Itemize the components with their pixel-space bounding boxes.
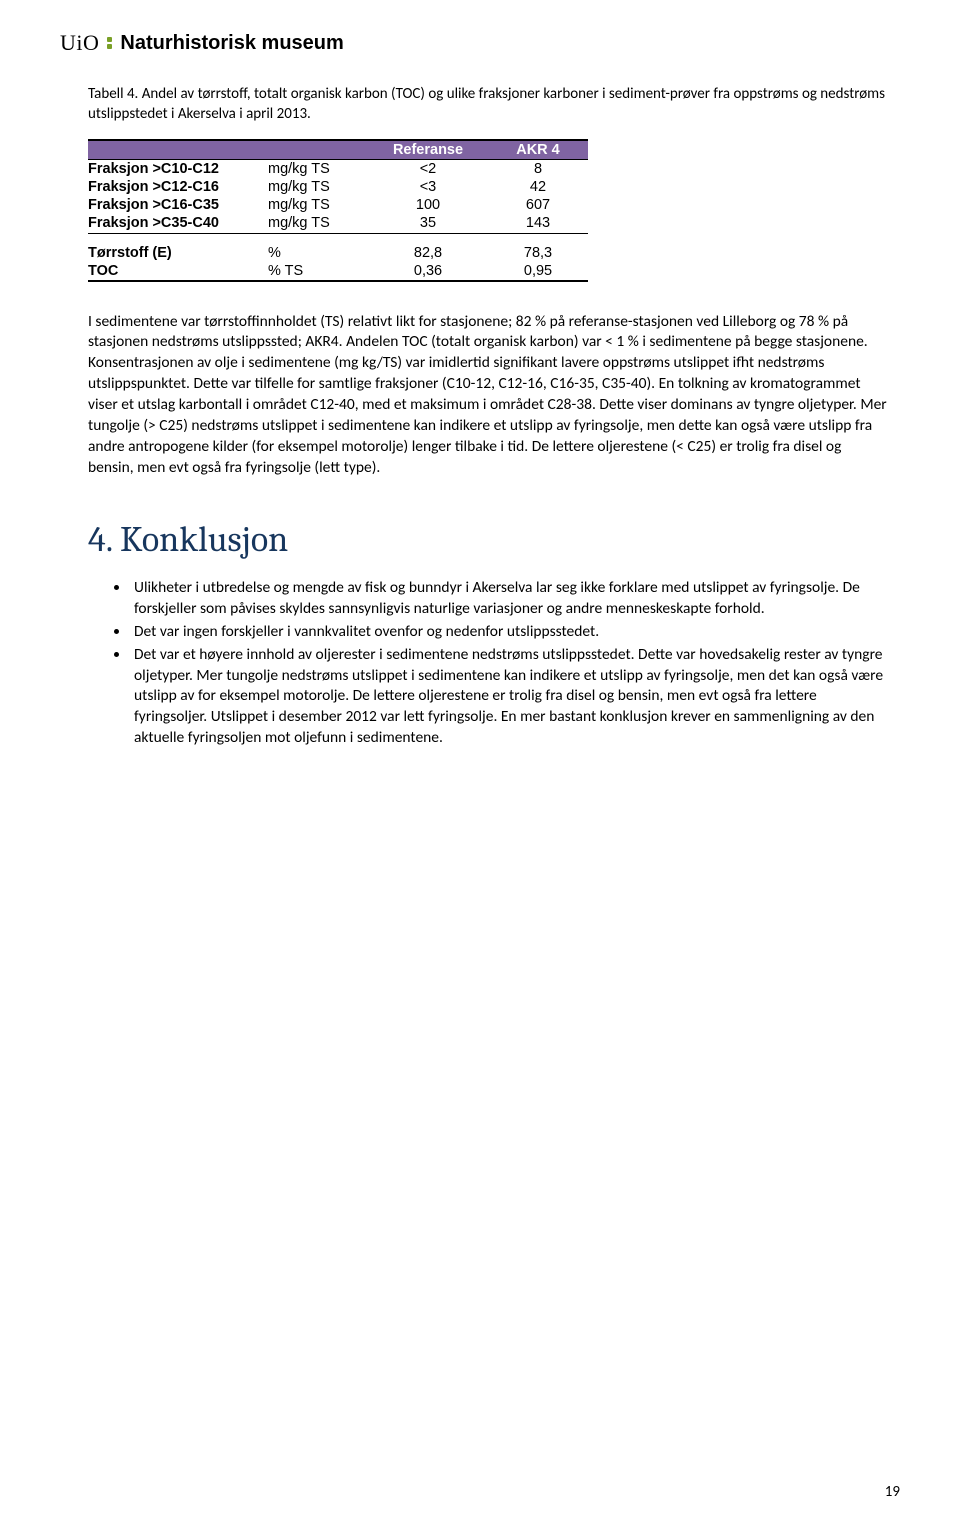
table-cell: Fraksjon >C10-C12 [88, 159, 268, 178]
logo-uio-text: UiO [60, 30, 99, 56]
logo-dots-icon [107, 37, 112, 49]
section-heading: 4. Konklusjon [88, 519, 900, 560]
table-row: Fraksjon >C16-C35 mg/kg TS 100 607 [88, 196, 588, 214]
table-cell: mg/kg TS [268, 214, 368, 232]
table-header-cell [268, 140, 368, 160]
table-caption: Tabell 4. Andel av tørrstoff, totalt org… [88, 84, 890, 125]
table-cell: Fraksjon >C16-C35 [88, 196, 268, 214]
table-cell: 0,36 [368, 262, 488, 281]
table-cell: Tørrstoff (E) [88, 244, 268, 262]
table-header-cell: Referanse [368, 140, 488, 160]
table-row: Fraksjon >C10-C12 mg/kg TS <2 8 [88, 159, 588, 178]
table-cell: 78,3 [488, 244, 588, 262]
table-row: TOC % TS 0,36 0,95 [88, 262, 588, 281]
table-cell: 100 [368, 196, 488, 214]
table-cell: Fraksjon >C12-C16 [88, 178, 268, 196]
table-cell: % TS [268, 262, 368, 281]
table-cell: 8 [488, 159, 588, 178]
list-item: Det var et høyere innhold av oljerester … [130, 645, 890, 750]
table-cell: 42 [488, 178, 588, 196]
table-row: Fraksjon >C12-C16 mg/kg TS <3 42 [88, 178, 588, 196]
table-row: Fraksjon >C35-C40 mg/kg TS 35 143 [88, 214, 588, 232]
table-cell: 35 [368, 214, 488, 232]
table-cell: % [268, 244, 368, 262]
table-cell: <2 [368, 159, 488, 178]
data-table: Referanse AKR 4 Fraksjon >C10-C12 mg/kg … [88, 139, 588, 282]
table-cell: TOC [88, 262, 268, 281]
table-cell: mg/kg TS [268, 196, 368, 214]
conclusion-list: Ulikheter i utbredelse og mengde av fisk… [130, 578, 890, 749]
body-paragraph: I sedimentene var tørrstoffinnholdet (TS… [88, 312, 890, 479]
table-cell: 0,95 [488, 262, 588, 281]
table-cell: mg/kg TS [268, 159, 368, 178]
table-cell: 143 [488, 214, 588, 232]
logo-row: UiO Naturhistorisk museum [60, 30, 900, 56]
table-cell: <3 [368, 178, 488, 196]
table-header-row: Referanse AKR 4 [88, 140, 588, 160]
table-cell: mg/kg TS [268, 178, 368, 196]
list-item: Det var ingen forskjeller i vannkvalitet… [130, 622, 890, 643]
list-item: Ulikheter i utbredelse og mengde av fisk… [130, 578, 890, 620]
table-cell: 607 [488, 196, 588, 214]
table-cell: Fraksjon >C35-C40 [88, 214, 268, 232]
table-header-cell [88, 140, 268, 160]
table-row: Tørrstoff (E) % 82,8 78,3 [88, 244, 588, 262]
page-number: 19 [885, 1483, 900, 1501]
table-cell: 82,8 [368, 244, 488, 262]
logo-museum-text: Naturhistorisk museum [120, 32, 343, 55]
table-header-cell: AKR 4 [488, 140, 588, 160]
table-spacer [88, 234, 588, 244]
